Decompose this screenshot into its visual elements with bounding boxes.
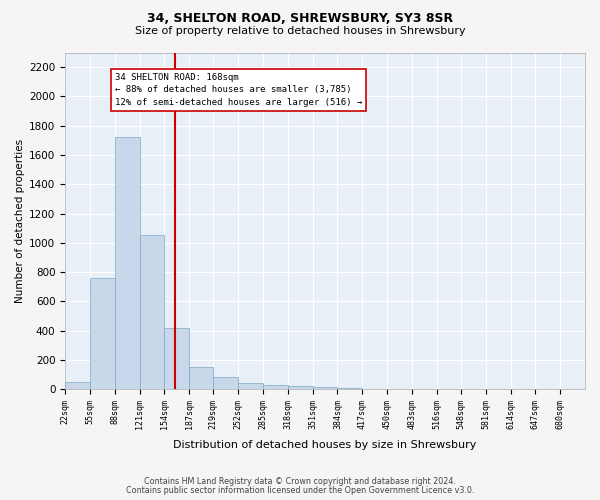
- Text: 34 SHELTON ROAD: 168sqm
← 88% of detached houses are smaller (3,785)
12% of semi: 34 SHELTON ROAD: 168sqm ← 88% of detache…: [115, 73, 362, 107]
- Bar: [337, 388, 362, 389]
- Bar: [313, 387, 337, 389]
- Bar: [140, 236, 164, 389]
- Bar: [65, 382, 90, 389]
- Bar: [164, 328, 189, 389]
- Text: Contains HM Land Registry data © Crown copyright and database right 2024.: Contains HM Land Registry data © Crown c…: [144, 477, 456, 486]
- Text: 34, SHELTON ROAD, SHREWSBURY, SY3 8SR: 34, SHELTON ROAD, SHREWSBURY, SY3 8SR: [147, 12, 453, 26]
- Y-axis label: Number of detached properties: Number of detached properties: [15, 139, 25, 303]
- Bar: [115, 138, 140, 389]
- Bar: [90, 278, 115, 389]
- Text: Contains public sector information licensed under the Open Government Licence v3: Contains public sector information licen…: [126, 486, 474, 495]
- Bar: [214, 378, 238, 389]
- Bar: [238, 384, 263, 389]
- Bar: [189, 367, 214, 389]
- X-axis label: Distribution of detached houses by size in Shrewsbury: Distribution of detached houses by size …: [173, 440, 477, 450]
- Text: Size of property relative to detached houses in Shrewsbury: Size of property relative to detached ho…: [134, 26, 466, 36]
- Bar: [288, 386, 313, 389]
- Bar: [263, 385, 288, 389]
